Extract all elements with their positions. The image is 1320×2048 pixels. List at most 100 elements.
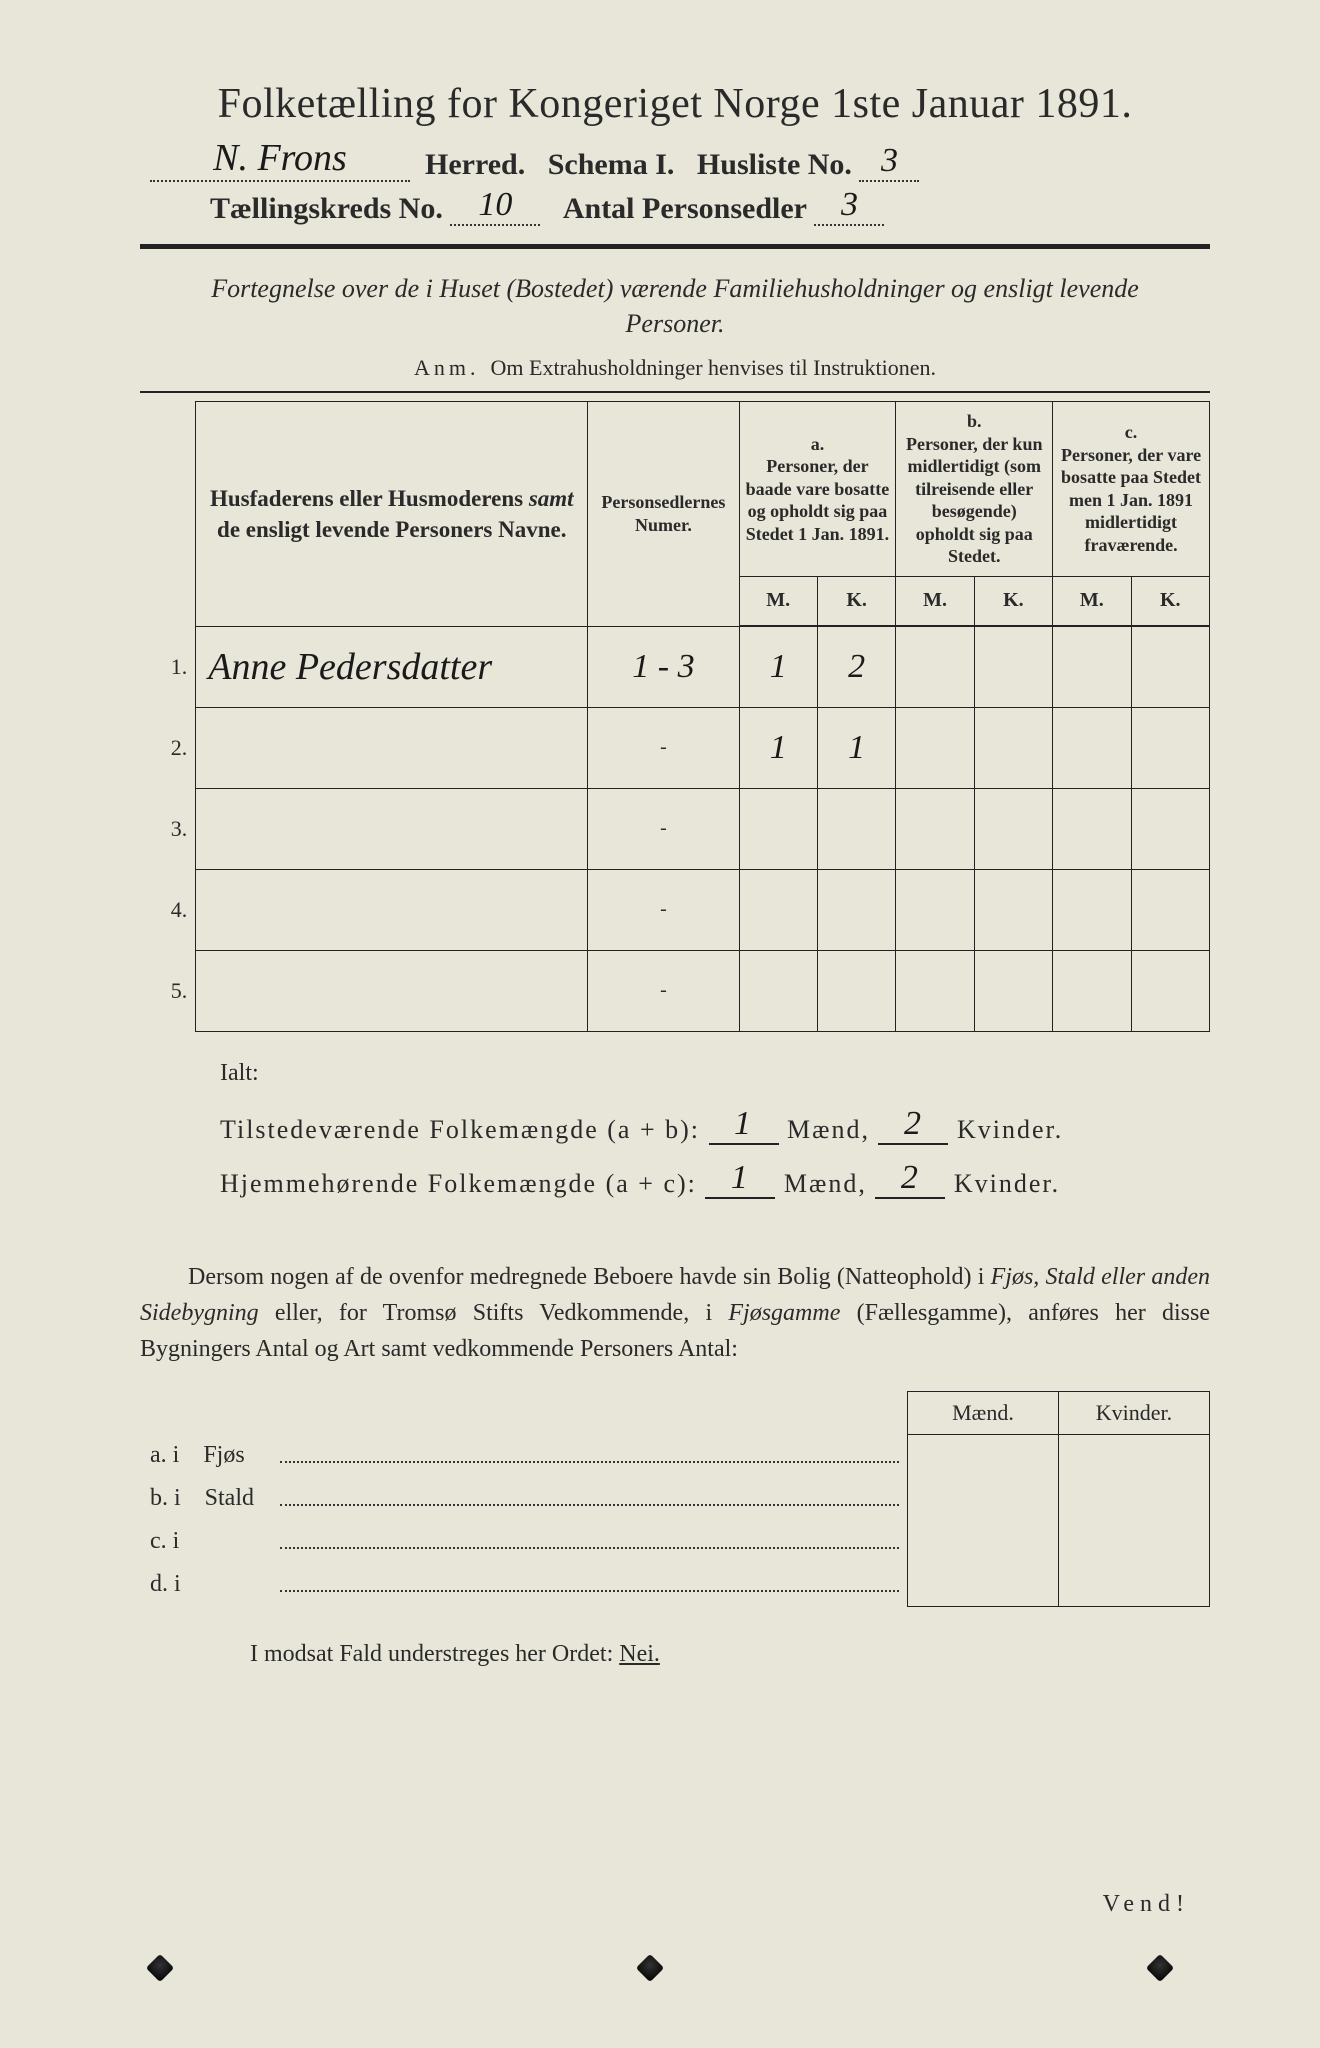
lower-row: c. i: [140, 1520, 1210, 1563]
lower-table-wrap: Mænd. Kvinder. a. i Fjøsb. i Staldc. i d…: [140, 1391, 1210, 1607]
present-label: Tilstedeværende Folkemængde (a + b):: [220, 1115, 700, 1144]
col-numer-header: Personsedlernes Numer.: [588, 402, 739, 627]
b-m-cell: [896, 788, 974, 869]
anm-text: Om Extrahusholdninger henvises til Instr…: [491, 355, 936, 380]
nei-prefix: I modsat Fald understreges her Ordet:: [250, 1641, 619, 1667]
lower-dots: [280, 1563, 908, 1606]
b-k-cell: [974, 788, 1052, 869]
row-number: 4.: [140, 869, 196, 950]
pin-icon: [1146, 1954, 1174, 1982]
kreds-label: Tællingskreds No.: [210, 192, 443, 225]
pin-icon: [636, 1954, 664, 1982]
b-m-cell: [896, 707, 974, 788]
col-a-m: M.: [739, 576, 817, 625]
sedler-label: Antal Personsedler: [563, 192, 807, 225]
row-number: 2.: [140, 707, 196, 788]
lower-row-label: c. i: [140, 1520, 280, 1563]
lower-maend-header: Mænd.: [908, 1391, 1059, 1434]
vend-label: Vend!: [1103, 1891, 1190, 1918]
b-k-cell: [974, 950, 1052, 1031]
lower-kvinder-cell: [1059, 1520, 1210, 1563]
census-form-page: Folketælling for Kongeriget Norge 1ste J…: [0, 0, 1320, 2048]
lower-maend-cell: [908, 1520, 1059, 1563]
home-row: Hjemmehørende Folkemængde (a + c): 1 Mæn…: [220, 1159, 1210, 1199]
table-row: 4. -: [140, 869, 1210, 950]
a-k-cell: [817, 788, 895, 869]
a-k-cell: [817, 950, 895, 1031]
a-m-cell: [739, 950, 817, 1031]
lower-row: a. i Fjøs: [140, 1434, 1210, 1477]
home-k: 2: [875, 1159, 945, 1199]
col-names-header: Husfaderens eller Husmoderens samt de en…: [196, 402, 588, 627]
lower-row: b. i Stald: [140, 1477, 1210, 1520]
page-title: Folketælling for Kongeriget Norge 1ste J…: [140, 80, 1210, 128]
header-line-3: Tællingskreds No. 10 Antal Personsedler …: [210, 186, 1210, 226]
sedler-value: 3: [814, 186, 884, 226]
numer-cell: -: [588, 869, 739, 950]
b-m-cell: [896, 950, 974, 1031]
instruction-paragraph: Dersom nogen af de ovenfor medregnede Be…: [140, 1259, 1210, 1367]
c-m-cell: [1053, 788, 1131, 869]
herred-value: N. Frons: [150, 136, 410, 182]
col-b-text: Personer, der kun midlertidigt (som tilr…: [902, 433, 1046, 568]
form-subtitle: Fortegnelse over de i Huset (Bostedet) v…: [160, 271, 1190, 341]
c-k-cell: [1131, 950, 1210, 1031]
totals-block: Ialt: Tilstedeværende Folkemængde (a + b…: [220, 1060, 1210, 1199]
annotation-line: Anm. Om Extrahusholdninger henvises til …: [140, 355, 1210, 381]
b-k-cell: [974, 707, 1052, 788]
row-number: 5.: [140, 950, 196, 1031]
c-m-cell: [1053, 869, 1131, 950]
col-c-k: K.: [1131, 576, 1210, 625]
col-c-label: c.: [1059, 421, 1203, 444]
col-b-header: b. Personer, der kun midlertidigt (som t…: [896, 402, 1053, 577]
lower-row-label: a. i Fjøs: [140, 1434, 280, 1477]
lower-dots: [280, 1434, 908, 1477]
c-m-cell: [1053, 707, 1131, 788]
col-b-k: K.: [974, 576, 1052, 625]
present-k: 2: [878, 1105, 948, 1145]
b-m-cell: [896, 626, 974, 707]
present-row: Tilstedeværende Folkemængde (a + b): 1 M…: [220, 1105, 1210, 1145]
lower-kvinder-cell: [1059, 1434, 1210, 1477]
col-b-label: b.: [902, 410, 1046, 433]
lower-maend-cell: [908, 1477, 1059, 1520]
col-a-header: a. Personer, der baade vare bosatte og o…: [739, 402, 896, 577]
lower-row-label: d. i: [140, 1563, 280, 1606]
a-k-cell: [817, 869, 895, 950]
row-number: 3.: [140, 788, 196, 869]
anm-label: Anm.: [414, 355, 480, 380]
lower-maend-cell: [908, 1434, 1059, 1477]
table-row: 5. -: [140, 950, 1210, 1031]
nei-word: Nei.: [619, 1641, 660, 1667]
name-cell: [196, 869, 588, 950]
lower-maend-cell: [908, 1563, 1059, 1606]
table-row: 1.Anne Pedersdatter1 - 312: [140, 626, 1210, 707]
ialt-label: Ialt:: [220, 1060, 1210, 1087]
c-k-cell: [1131, 869, 1210, 950]
c-k-cell: [1131, 626, 1210, 707]
name-cell: Anne Pedersdatter: [196, 626, 588, 707]
lower-row: d. i: [140, 1563, 1210, 1606]
divider-thick: [140, 244, 1210, 249]
lower-blank2: [280, 1391, 908, 1434]
lower-kvinder-cell: [1059, 1477, 1210, 1520]
b-k-cell: [974, 626, 1052, 707]
husliste-label: Husliste No.: [697, 148, 852, 181]
a-m-cell: [739, 788, 817, 869]
name-cell: [196, 950, 588, 1031]
numer-cell: -: [588, 707, 739, 788]
kreds-value: 10: [450, 186, 540, 226]
lower-table: Mænd. Kvinder. a. i Fjøsb. i Staldc. i d…: [140, 1391, 1210, 1607]
lower-kvinder-cell: [1059, 1563, 1210, 1606]
a-m-cell: 1: [739, 626, 817, 707]
c-k-cell: [1131, 707, 1210, 788]
col-a-label: a.: [746, 433, 890, 456]
kvinder-label-2: Kvinder.: [954, 1169, 1060, 1198]
c-m-cell: [1053, 626, 1131, 707]
row-number: 1.: [140, 626, 196, 707]
maend-label-2: Mænd,: [784, 1169, 867, 1198]
header-line-2: N. Frons Herred. Schema I. Husliste No. …: [150, 136, 1210, 182]
pin-icon: [146, 1954, 174, 1982]
numer-cell: -: [588, 950, 739, 1031]
husliste-value: 3: [859, 142, 919, 182]
